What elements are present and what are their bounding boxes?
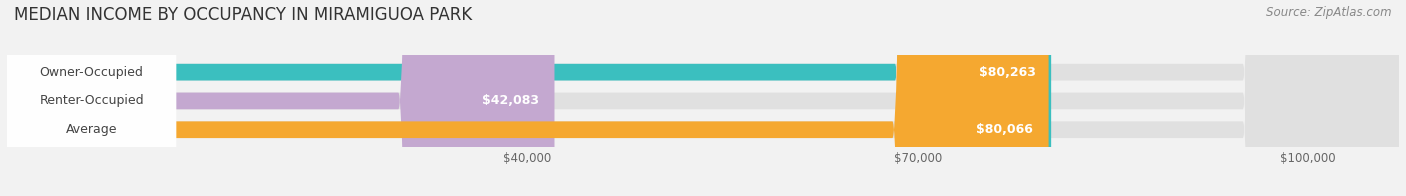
Text: Owner-Occupied: Owner-Occupied	[39, 66, 143, 79]
FancyBboxPatch shape	[7, 0, 554, 196]
FancyBboxPatch shape	[7, 0, 1399, 196]
Text: Average: Average	[66, 123, 117, 136]
FancyBboxPatch shape	[7, 0, 1399, 196]
FancyBboxPatch shape	[7, 0, 176, 196]
Text: $42,083: $42,083	[482, 94, 538, 107]
FancyBboxPatch shape	[7, 0, 1052, 196]
Text: $80,066: $80,066	[976, 123, 1033, 136]
Text: Renter-Occupied: Renter-Occupied	[39, 94, 143, 107]
Text: MEDIAN INCOME BY OCCUPANCY IN MIRAMIGUOA PARK: MEDIAN INCOME BY OCCUPANCY IN MIRAMIGUOA…	[14, 6, 472, 24]
Text: $80,263: $80,263	[979, 66, 1036, 79]
FancyBboxPatch shape	[7, 0, 1049, 196]
FancyBboxPatch shape	[7, 0, 176, 196]
FancyBboxPatch shape	[7, 0, 176, 196]
Text: Source: ZipAtlas.com: Source: ZipAtlas.com	[1267, 6, 1392, 19]
FancyBboxPatch shape	[7, 0, 1399, 196]
